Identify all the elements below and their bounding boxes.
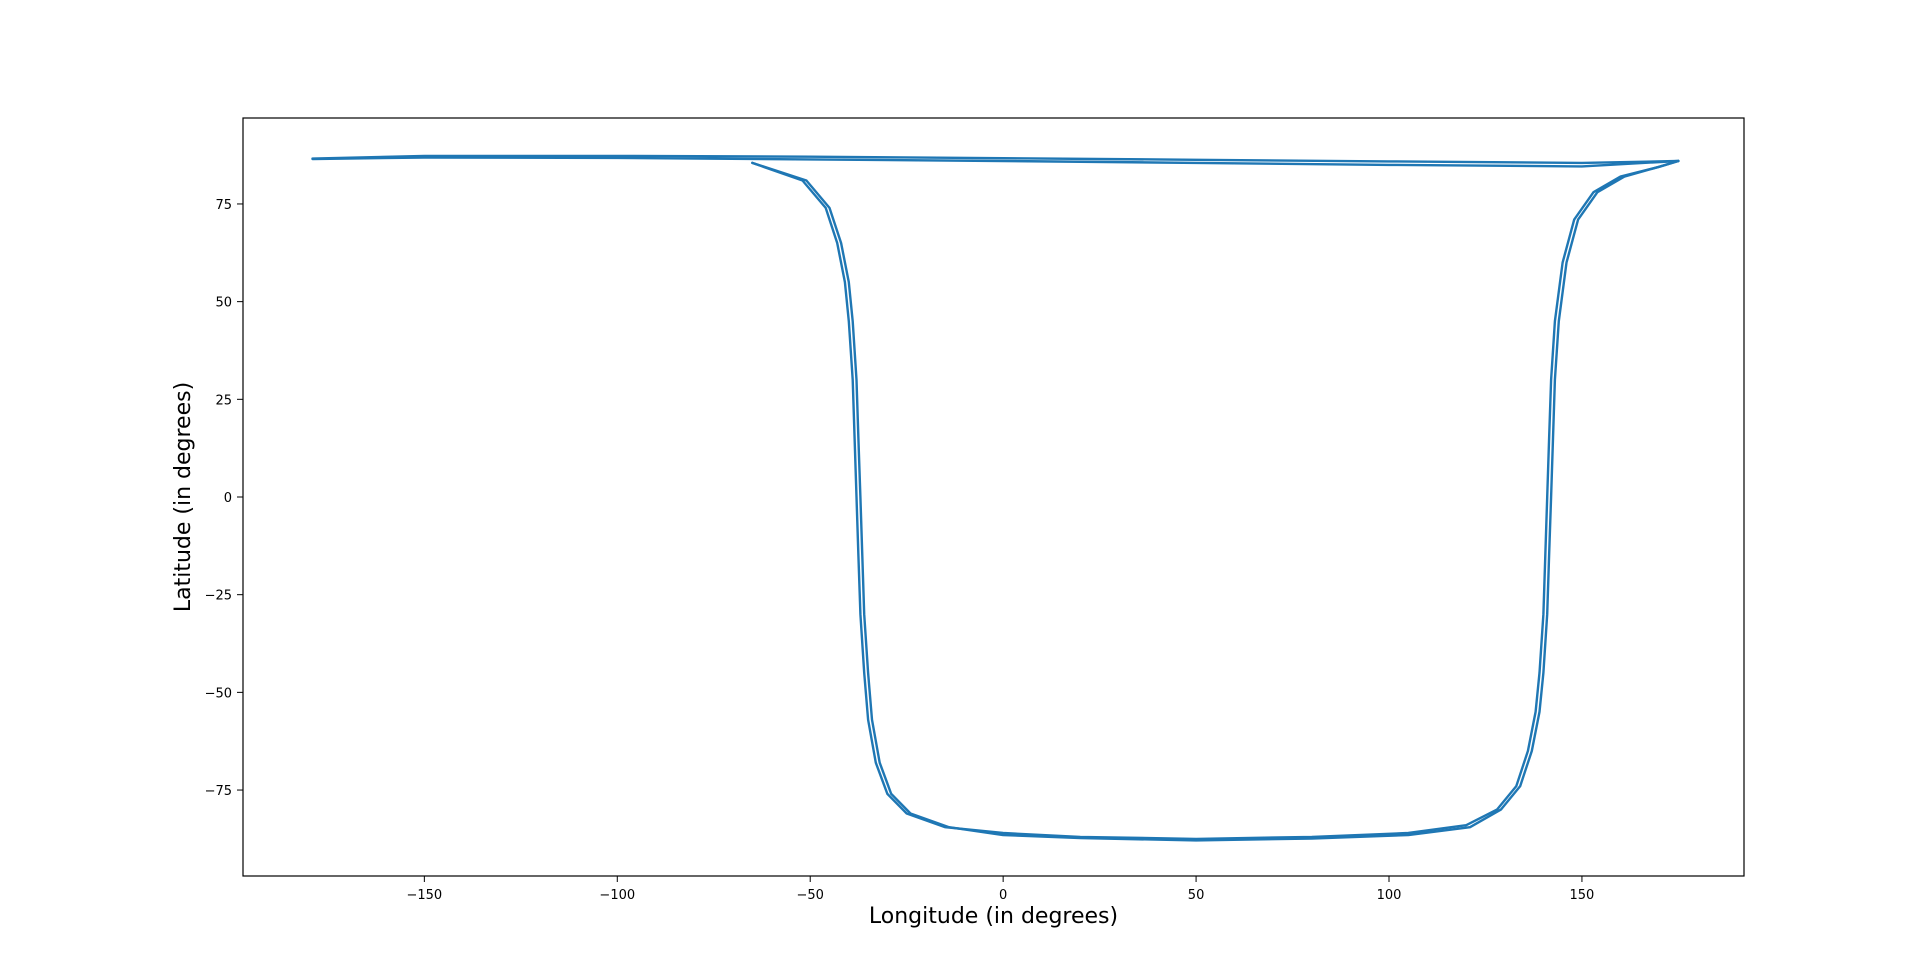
y-tick-label: 0 bbox=[224, 491, 232, 506]
x-tick-label: −50 bbox=[796, 888, 823, 903]
series-line-2 bbox=[751, 159, 1680, 841]
series-line-3 bbox=[751, 159, 1680, 842]
y-tick-label: 50 bbox=[215, 296, 232, 311]
y-tick-label: −75 bbox=[205, 784, 232, 799]
x-tick-label: 0 bbox=[999, 888, 1007, 903]
x-axis-label: Longitude (in degrees) bbox=[869, 904, 1118, 929]
x-tick-label: 50 bbox=[1188, 888, 1205, 903]
series-layer bbox=[311, 154, 1680, 842]
y-tick-label: −25 bbox=[205, 589, 232, 604]
y-axis-ticks: −75 −50 −25 0 25 50 75 bbox=[205, 198, 243, 799]
y-tick-label: 75 bbox=[215, 198, 232, 213]
series-line-1 bbox=[311, 154, 1680, 165]
series-line-0 bbox=[311, 156, 1680, 168]
y-axis-label: Latitude (in degrees) bbox=[171, 382, 196, 612]
x-tick-label: −150 bbox=[406, 888, 442, 903]
y-tick-label: 25 bbox=[215, 393, 232, 408]
x-tick-label: 150 bbox=[1570, 888, 1595, 903]
x-tick-label: 100 bbox=[1377, 888, 1402, 903]
x-tick-label: −100 bbox=[599, 888, 635, 903]
y-tick-label: −50 bbox=[205, 686, 232, 701]
plot-frame bbox=[242, 117, 1745, 877]
x-axis-ticks: −150 −100 −50 0 50 100 150 bbox=[406, 876, 1594, 903]
